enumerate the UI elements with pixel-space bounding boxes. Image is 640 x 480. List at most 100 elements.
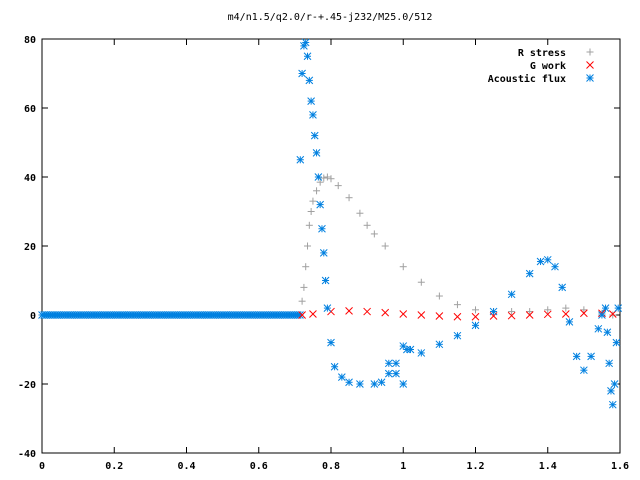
legend-label: G work <box>530 61 566 72</box>
data-point <box>381 242 389 250</box>
y-tick-label: 80 <box>24 35 36 46</box>
data-point <box>399 310 408 318</box>
series-r-stress <box>298 173 617 319</box>
data-point <box>453 301 461 309</box>
acoustic-flux-baseline <box>38 311 304 319</box>
legend-marker <box>586 48 594 56</box>
data-point <box>384 369 393 378</box>
data-point <box>507 311 516 320</box>
data-point <box>561 310 570 318</box>
x-tick-label: 0.8 <box>322 461 340 472</box>
series-acoustic-flux <box>296 38 623 409</box>
data-point <box>508 308 516 316</box>
data-point <box>543 310 552 319</box>
data-point <box>345 194 353 202</box>
data-point <box>594 324 603 333</box>
y-tick-label: -40 <box>18 449 36 460</box>
x-tick-label: 0.2 <box>105 461 123 472</box>
data-point <box>565 318 574 326</box>
data-point <box>319 249 328 257</box>
data-point <box>417 349 426 357</box>
x-tick-label: 0.6 <box>250 461 268 472</box>
data-point <box>298 311 306 319</box>
axes: 0 0.2 0.4 0.6 0.8 1 1.2 1.4 1.6 -40 -20 0 20 40 60 80 <box>18 35 629 472</box>
legend-marker <box>586 74 594 82</box>
data-point <box>598 311 606 319</box>
data-point <box>392 369 400 378</box>
x-tick-label: 1.2 <box>466 461 484 472</box>
y-tick-label: 40 <box>24 173 36 184</box>
data-point <box>572 352 581 361</box>
data-point <box>608 400 617 409</box>
data-point <box>301 38 310 47</box>
data-point <box>363 221 371 229</box>
data-marks <box>38 38 623 409</box>
data-point <box>309 310 317 318</box>
data-point <box>323 304 332 312</box>
data-point <box>334 182 342 190</box>
data-point <box>435 312 444 320</box>
data-point <box>377 378 386 387</box>
data-point <box>310 131 319 140</box>
data-point <box>356 209 364 217</box>
data-point <box>392 359 400 368</box>
data-point <box>300 283 308 291</box>
data-point <box>363 307 371 316</box>
data-point <box>435 292 443 300</box>
data-point <box>453 331 462 340</box>
data-point <box>318 224 326 233</box>
data-point <box>298 69 306 78</box>
data-point <box>601 304 610 312</box>
data-point <box>316 200 325 209</box>
data-point <box>314 173 323 181</box>
data-point <box>356 380 364 388</box>
data-point <box>327 175 335 183</box>
data-point <box>580 306 588 314</box>
y-tick-label: 20 <box>24 242 36 253</box>
data-point <box>417 311 426 319</box>
x-tick-label: 0 <box>39 461 45 472</box>
data-point <box>562 304 570 312</box>
data-point <box>580 366 588 375</box>
series-g-work <box>298 307 617 321</box>
x-tick-label: 0.4 <box>177 461 195 472</box>
data-point <box>303 52 312 61</box>
data-point <box>384 359 393 368</box>
data-point <box>558 283 567 292</box>
data-point <box>605 359 614 368</box>
data-point <box>298 297 306 305</box>
data-point <box>609 311 617 319</box>
data-point <box>309 197 317 205</box>
data-point <box>453 312 462 321</box>
data-point <box>370 230 378 238</box>
data-point <box>526 308 534 316</box>
data-point <box>327 338 335 347</box>
data-point <box>435 340 444 349</box>
data-point <box>399 342 408 350</box>
plot-frame <box>41 38 621 454</box>
data-point <box>305 76 314 85</box>
data-point <box>551 262 559 271</box>
data-point <box>525 311 534 319</box>
data-point <box>321 276 330 285</box>
data-point <box>607 387 615 395</box>
data-point <box>313 187 321 195</box>
data-point <box>471 321 480 330</box>
data-point <box>323 173 331 181</box>
y-tick-label: -20 <box>18 380 36 391</box>
chart-title: m4/n1.5/q2.0/r-+.45-j232/M25.0/512 <box>228 12 433 23</box>
data-point <box>320 174 328 182</box>
data-point <box>399 380 408 388</box>
data-point <box>536 257 545 266</box>
data-point <box>580 309 588 318</box>
legend-label: R stress <box>518 48 566 59</box>
data-point <box>610 380 619 388</box>
data-point <box>345 307 353 315</box>
data-point <box>406 345 415 354</box>
data-point <box>305 221 313 229</box>
x-tick-label: 1.4 <box>539 461 557 472</box>
data-point <box>612 338 621 347</box>
data-point <box>302 263 310 271</box>
data-point <box>381 308 390 317</box>
